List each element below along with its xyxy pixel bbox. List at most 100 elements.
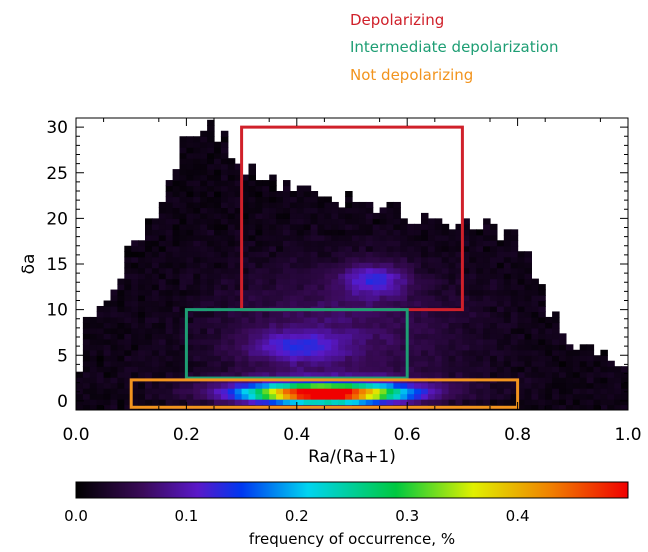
heatmap-cell <box>276 273 284 280</box>
heatmap-cell <box>179 147 187 154</box>
heatmap-cell <box>448 349 457 356</box>
x-axis-label: Ra/(Ra+1) <box>308 447 396 467</box>
heatmap-cell <box>338 355 346 362</box>
heatmap-cell <box>379 333 388 340</box>
heatmap-cell <box>365 366 374 373</box>
heatmap-cell <box>503 393 512 400</box>
heatmap-cell <box>207 300 215 307</box>
heatmap-cell <box>262 180 270 187</box>
heatmap-cell <box>165 371 174 378</box>
heatmap-cell <box>193 212 201 219</box>
heatmap-cell <box>379 240 388 247</box>
heatmap-cell <box>186 234 194 241</box>
heatmap-cell <box>158 229 167 236</box>
heatmap-cell <box>138 245 146 252</box>
heatmap-cell <box>220 327 229 334</box>
heatmap-cell <box>151 366 160 373</box>
heatmap-cell <box>358 327 367 334</box>
heatmap-cell <box>151 393 160 400</box>
heatmap-cell <box>269 262 277 269</box>
heatmap-cell <box>220 289 229 296</box>
heatmap-cell <box>172 371 181 378</box>
heatmap-cell <box>365 240 374 247</box>
heatmap-cell <box>207 218 215 225</box>
heatmap-cell <box>158 284 167 291</box>
heatmap-cell <box>455 251 463 258</box>
heatmap-cell <box>124 344 132 351</box>
heatmap-cell <box>469 267 477 274</box>
heatmap-cell <box>510 338 519 345</box>
heatmap-cell <box>227 262 236 269</box>
heatmap-cell <box>559 366 567 373</box>
heatmap-cell <box>338 207 346 214</box>
heatmap-cell <box>124 245 132 252</box>
heatmap-cell <box>352 201 360 209</box>
heatmap-cell <box>538 366 546 373</box>
heatmap-cell <box>545 371 553 378</box>
heatmap-cell <box>103 399 112 406</box>
heatmap-cell <box>538 333 546 340</box>
heatmap-cell <box>248 196 256 203</box>
heatmap-cell <box>434 327 443 334</box>
heatmap-cell <box>172 207 181 214</box>
heatmap-cell <box>565 344 574 351</box>
heatmap-cell <box>193 322 201 329</box>
heatmap-cell <box>179 273 187 280</box>
heatmap-cell <box>331 256 339 263</box>
heatmap-cell <box>310 349 319 356</box>
heatmap-cell <box>490 245 498 252</box>
heatmap-cell <box>138 267 146 274</box>
heatmap-cell <box>151 273 160 280</box>
heatmap-cell <box>331 207 339 214</box>
heatmap-cell <box>172 399 181 406</box>
heatmap-cell <box>193 284 201 291</box>
heatmap-cell <box>386 327 394 334</box>
heatmap-cell <box>269 322 277 329</box>
heatmap-cell <box>255 229 263 236</box>
heatmap-cell <box>345 278 353 285</box>
heatmap-cell <box>531 388 539 395</box>
heatmap-cell <box>545 366 553 373</box>
heatmap-cell <box>372 316 381 324</box>
heatmap-cell <box>151 344 160 351</box>
heatmap-cell <box>296 366 305 373</box>
heatmap-cell <box>269 327 277 334</box>
heatmap-cell <box>545 355 553 362</box>
heatmap-cell <box>427 316 436 324</box>
heatmap-cell <box>82 404 91 410</box>
heatmap-cell <box>214 158 222 165</box>
heatmap-cell <box>338 349 346 356</box>
heatmap-cell <box>379 207 388 214</box>
heatmap-cell <box>220 360 229 367</box>
heatmap-cell <box>352 284 360 291</box>
heatmap-cell <box>96 393 105 400</box>
heatmap-cell <box>386 212 394 219</box>
heatmap-cell <box>483 234 491 241</box>
heatmap-cell <box>165 399 174 406</box>
heatmap-cell <box>476 366 484 373</box>
heatmap-cell <box>283 338 291 345</box>
heatmap-cell <box>469 305 477 313</box>
heatmap-cell <box>172 327 181 334</box>
heatmap-cell <box>510 273 519 280</box>
heatmap-cell <box>96 388 105 395</box>
heatmap-cell <box>214 174 222 181</box>
heatmap-cell <box>269 273 277 280</box>
heatmap-cell <box>241 174 250 181</box>
heatmap-cell <box>303 327 312 334</box>
heatmap-cell <box>255 191 263 198</box>
heatmap-cell <box>572 377 581 384</box>
heatmap-cell <box>110 295 118 302</box>
heatmap-cell <box>552 360 560 367</box>
heatmap-cell <box>179 322 187 329</box>
heatmap-cell <box>531 322 539 329</box>
heatmap-cell <box>248 284 256 291</box>
heatmap-cell <box>110 305 118 313</box>
heatmap-cell <box>289 196 298 203</box>
heatmap-cell <box>414 295 422 302</box>
heatmap-cell <box>76 399 84 406</box>
heatmap-cell <box>496 393 505 400</box>
heatmap-cell <box>276 234 284 241</box>
heatmap-cell <box>214 180 222 187</box>
heatmap-cell <box>448 278 457 285</box>
